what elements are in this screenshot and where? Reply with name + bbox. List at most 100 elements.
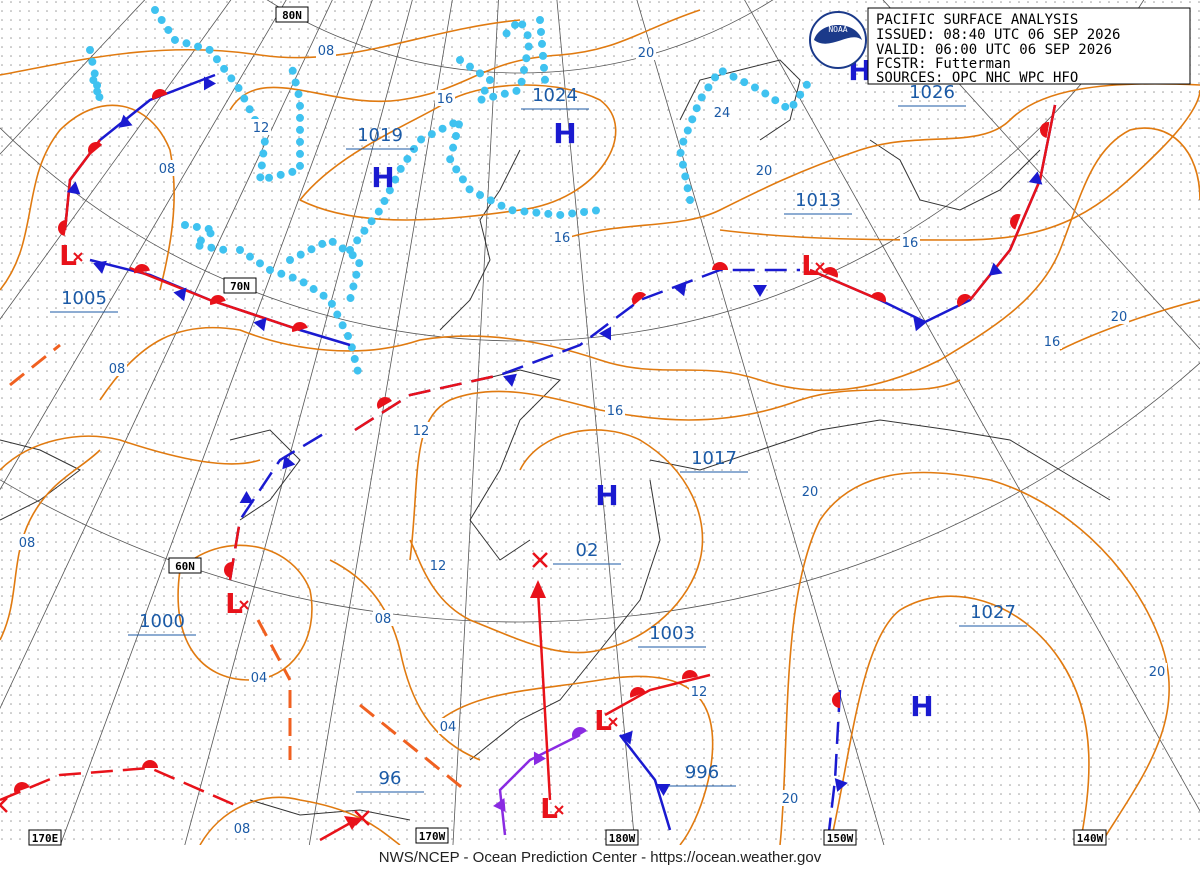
low-cross bbox=[608, 717, 618, 727]
grid-label-box bbox=[223, 277, 257, 294]
meridian bbox=[59, 0, 373, 845]
front-symbol bbox=[913, 317, 927, 332]
low-center: L bbox=[540, 792, 558, 825]
isobar-label: 16 bbox=[607, 404, 624, 419]
isobar-label-bg bbox=[605, 402, 625, 418]
pressure-label: 1017 bbox=[691, 448, 737, 469]
low-cross bbox=[815, 262, 825, 272]
low-cross bbox=[554, 805, 564, 815]
front-symbol bbox=[282, 455, 296, 470]
isobar-label-bg bbox=[754, 162, 774, 178]
front-symbol bbox=[712, 262, 728, 270]
header-line: VALID: 06:00 UTC 06 SEP 2026 bbox=[876, 42, 1112, 58]
grid-label: 80N bbox=[282, 9, 302, 22]
isobar-label: 16 bbox=[1044, 335, 1061, 350]
isobar-label-bg bbox=[780, 790, 800, 806]
low-center: L bbox=[59, 239, 77, 272]
front-line bbox=[319, 820, 353, 842]
meridian bbox=[556, 0, 636, 845]
front-symbol bbox=[14, 782, 30, 793]
meridian bbox=[0, 0, 232, 320]
isobar-label: 16 bbox=[554, 231, 571, 246]
front-line bbox=[826, 689, 842, 841]
high-center: H bbox=[371, 161, 394, 194]
grid-label: 60N bbox=[175, 560, 195, 573]
pressure-label: 1019 bbox=[357, 125, 403, 146]
high-center: H bbox=[553, 117, 576, 150]
cross-mark bbox=[0, 797, 8, 813]
front-symbol bbox=[58, 220, 68, 236]
pressure-label: 996 bbox=[685, 762, 719, 783]
ice-edge bbox=[86, 6, 814, 384]
pressure-label: 1027 bbox=[970, 602, 1016, 623]
isobar-label: 20 bbox=[802, 485, 819, 500]
header-line: FCSTR: Futterman bbox=[876, 56, 1011, 72]
front-line bbox=[228, 428, 331, 581]
front-symbol bbox=[832, 692, 840, 708]
low-cross bbox=[239, 600, 249, 610]
isobar-label: 08 bbox=[19, 536, 36, 551]
header-line: SOURCES: OPC NHC WPC HFO bbox=[876, 70, 1078, 86]
front-line bbox=[498, 733, 581, 836]
isobar-label-bg bbox=[1042, 333, 1062, 349]
fronts bbox=[0, 73, 1057, 845]
isobar-label-bg bbox=[157, 160, 177, 176]
isobar-label: 08 bbox=[234, 822, 251, 837]
isobar-label-bg bbox=[552, 229, 572, 245]
front-symbol bbox=[632, 292, 647, 306]
pressure-label: 1000 bbox=[139, 611, 185, 632]
pressure-label: 1003 bbox=[649, 623, 695, 644]
pressure-label: 1013 bbox=[795, 190, 841, 211]
pressure-label: 1024 bbox=[532, 85, 578, 106]
front-symbol bbox=[1040, 122, 1050, 138]
isobar-label: 16 bbox=[902, 236, 919, 251]
trough bbox=[359, 703, 466, 792]
isobar-label-bg bbox=[712, 104, 732, 120]
pressure-label: 1026 bbox=[909, 82, 955, 103]
isobar-label-bg bbox=[900, 234, 920, 250]
front-symbol bbox=[210, 295, 226, 306]
grid-label-box bbox=[605, 829, 639, 846]
front-symbol bbox=[134, 264, 150, 274]
isobars bbox=[0, 9, 1200, 845]
isobar-label: 08 bbox=[318, 44, 335, 59]
footer: NWS/NCEP - Ocean Prediction Center - htt… bbox=[379, 849, 822, 866]
high-center: H bbox=[595, 479, 618, 512]
front-line bbox=[604, 673, 711, 717]
isobar-label-bg bbox=[251, 119, 271, 135]
isobar-label: 08 bbox=[375, 612, 392, 627]
front-symbol bbox=[152, 89, 168, 100]
isobar-label-bg bbox=[232, 820, 252, 836]
arrow-head bbox=[344, 816, 360, 830]
trough bbox=[256, 619, 292, 681]
meridian bbox=[0, 0, 333, 710]
front-symbol bbox=[224, 562, 233, 578]
front-symbol bbox=[503, 373, 517, 387]
front-symbol bbox=[203, 76, 217, 91]
pressure-label: 96 bbox=[379, 768, 402, 789]
front-symbol bbox=[619, 730, 633, 745]
low-center: L bbox=[225, 587, 243, 620]
front-symbol bbox=[957, 294, 972, 308]
logo-text: NOAA bbox=[828, 25, 847, 34]
grid-label-box bbox=[275, 6, 309, 23]
front-symbol bbox=[630, 687, 646, 698]
cross-mark bbox=[354, 810, 370, 826]
front-line bbox=[354, 373, 501, 432]
header-line: PACIFIC SURFACE ANALYSIS bbox=[876, 12, 1078, 28]
grid-label-box bbox=[1073, 829, 1107, 846]
front-symbol bbox=[834, 778, 848, 792]
low-center: L bbox=[801, 249, 819, 282]
isobar-label: 12 bbox=[430, 559, 447, 574]
meridian bbox=[452, 0, 499, 845]
isobar-label-bg bbox=[373, 610, 393, 626]
front-symbol bbox=[88, 142, 103, 156]
isobar-label-bg bbox=[1109, 308, 1129, 324]
isobar-label: 08 bbox=[159, 162, 176, 177]
isobar-label: 08 bbox=[109, 362, 126, 377]
low-cross bbox=[73, 252, 83, 262]
isobar-label: 04 bbox=[440, 720, 457, 735]
meridian bbox=[744, 0, 1200, 812]
isobar-label-bg bbox=[689, 683, 709, 699]
